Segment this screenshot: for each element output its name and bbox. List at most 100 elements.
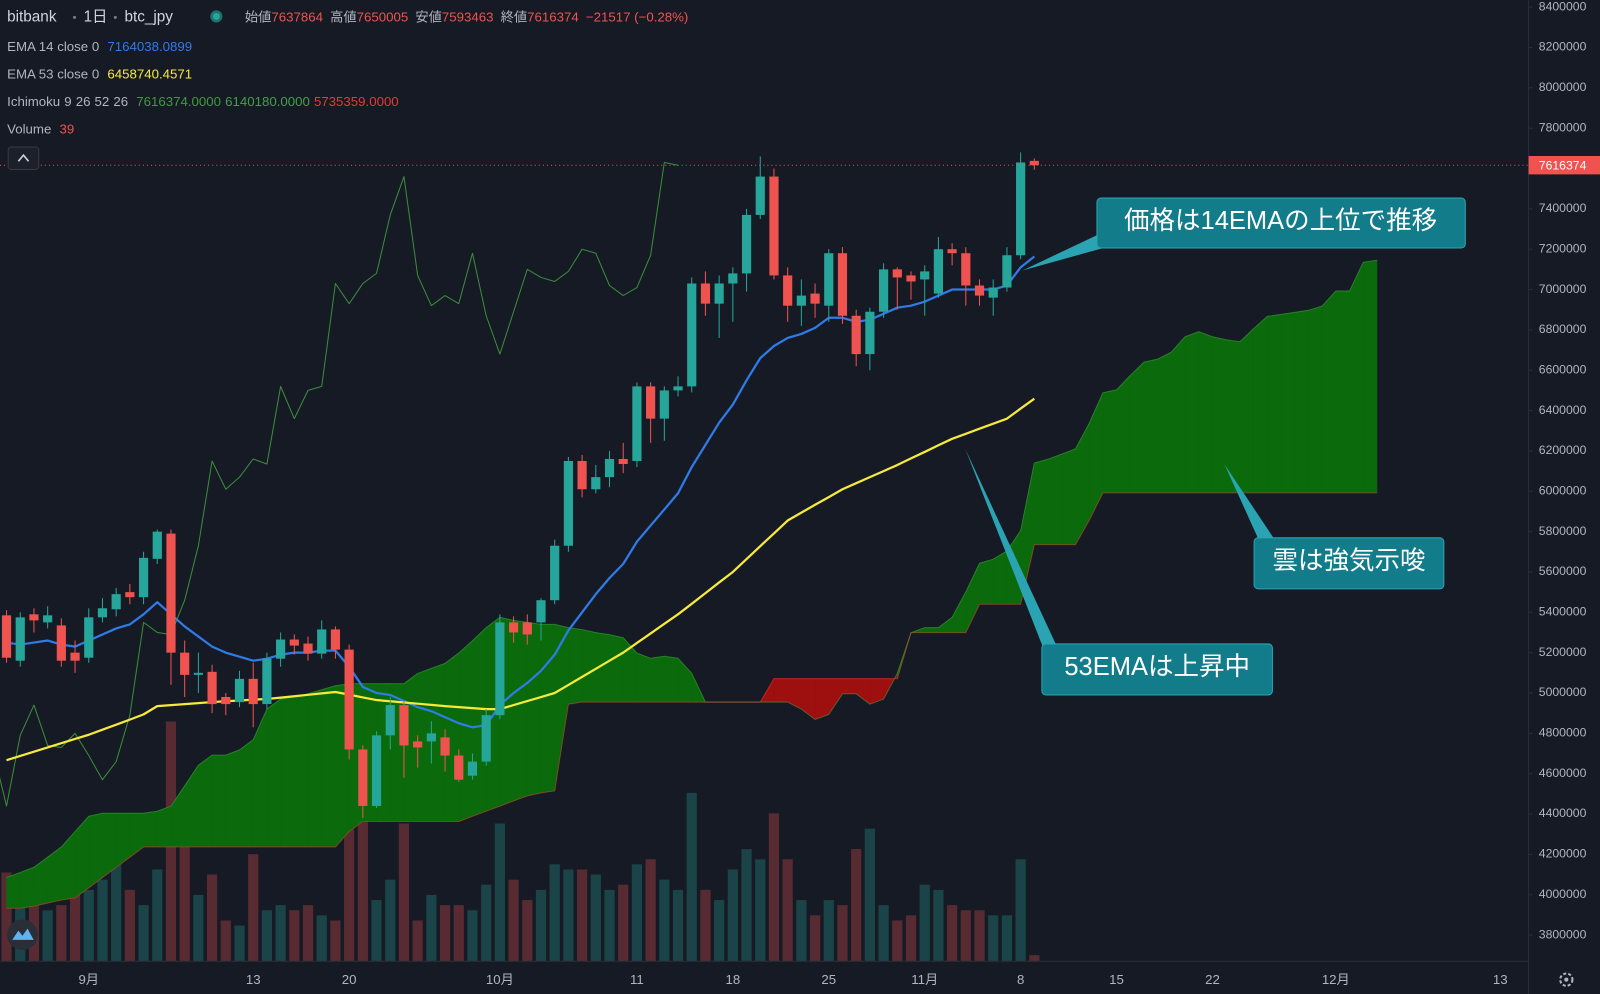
volume-bar <box>837 905 848 962</box>
ohlc-label: 終値 <box>501 9 528 24</box>
volume-bar <box>522 900 533 962</box>
volume-bar <box>604 889 615 962</box>
volume-bar <box>330 920 341 962</box>
candle-body <box>837 253 848 316</box>
volume-bar <box>56 905 67 962</box>
candle-body <box>97 608 108 618</box>
y-tick-label: 8200000 <box>1539 40 1587 54</box>
candle-body <box>193 672 203 675</box>
candle-body <box>947 249 957 254</box>
candle-body <box>29 614 39 621</box>
cloud-fill <box>581 629 597 703</box>
y-tick-label: 7800000 <box>1539 120 1587 134</box>
settings-button[interactable] <box>1559 972 1574 987</box>
interval: 1日 <box>84 8 108 25</box>
cloud-fill <box>1157 351 1172 494</box>
candle-body <box>317 629 327 654</box>
collapse-button[interactable] <box>7 146 40 170</box>
volume-bar <box>645 859 656 962</box>
cloud-fill <box>307 689 323 848</box>
candle-body <box>563 461 573 546</box>
cloud-fill <box>225 749 240 848</box>
volume-bar <box>15 874 26 962</box>
cloud-fill <box>1280 311 1296 494</box>
cloud-fill <box>198 754 213 848</box>
volume-pane <box>1 721 1040 962</box>
cloud-fill <box>1294 309 1309 494</box>
candle-body <box>879 269 889 312</box>
y-tick-label: 4400000 <box>1539 806 1587 820</box>
volume-bar <box>138 905 149 962</box>
candle-body <box>714 283 724 304</box>
candle-body <box>810 293 820 304</box>
button-frame[interactable] <box>7 146 40 170</box>
candle-body <box>152 531 162 559</box>
callout-box <box>1253 537 1445 590</box>
change-value: −21517 (−0.28%) <box>586 9 688 24</box>
candle-body <box>728 273 738 284</box>
candle-body <box>1002 255 1012 288</box>
gear-hub[interactable] <box>1564 977 1569 982</box>
volume-bar <box>768 813 780 962</box>
cloud-fill <box>1253 315 1268 494</box>
lagging-span <box>0 161 679 807</box>
x-tick-label: 22 <box>1205 972 1220 987</box>
volume-bar <box>344 721 355 962</box>
candle-body <box>111 594 121 610</box>
cloud-fill <box>458 640 473 822</box>
callout-pointer <box>965 449 1058 647</box>
volume-bar <box>960 910 971 962</box>
volume-bar <box>549 864 560 962</box>
candle-body <box>755 176 765 215</box>
x-tick-label: 15 <box>1109 972 1124 987</box>
legend-item: Volume 39 <box>7 121 74 136</box>
volume-bar <box>371 900 382 962</box>
candle-body <box>618 458 628 465</box>
volume-bar <box>741 849 752 962</box>
candle-body <box>604 458 615 478</box>
candle-body <box>262 658 272 705</box>
cloud-fill <box>568 627 583 705</box>
volume-bar <box>179 813 190 962</box>
candle-body <box>591 477 601 490</box>
logo-circle <box>7 919 38 951</box>
x-tick-label: 18 <box>725 972 740 987</box>
volume-bar <box>152 869 163 962</box>
candle-body <box>906 275 916 282</box>
gear-icon[interactable] <box>1559 972 1574 987</box>
cloud-fill <box>1198 331 1213 494</box>
y-tick-label: 4200000 <box>1539 847 1587 861</box>
volume-bar <box>111 859 122 962</box>
x-tick-label: 20 <box>342 972 357 987</box>
candle-body <box>166 533 176 653</box>
candle-body <box>43 615 53 623</box>
cloud-fill <box>513 620 528 802</box>
volume-bar <box>69 894 81 962</box>
candle-body <box>413 741 423 748</box>
separator <box>113 15 117 19</box>
candle-body <box>508 622 519 633</box>
cloud-fill <box>664 655 679 703</box>
volume-bar <box>727 869 738 962</box>
ohlc-value: 7616374 <box>527 9 579 24</box>
axes: 3800000 4000000 4200000 4400000 4600000 48000… <box>78 0 1600 987</box>
y-tick-label: 5000000 <box>1539 685 1587 699</box>
cloud-fill <box>88 812 103 889</box>
y-tick-label: 7200000 <box>1539 241 1587 255</box>
ohlc-header: 始値7637864 高値7650005 安値7593463 終値7616374 −215… <box>245 8 688 24</box>
legend-value: 5735359.0000 <box>314 94 399 109</box>
ohlc-value: 7650005 <box>357 9 409 24</box>
candle-body <box>344 649 354 750</box>
x-tick-label: 11 <box>630 972 644 987</box>
candle-body <box>125 592 135 598</box>
cloud-fill <box>1184 331 1200 494</box>
x-tick-label: 11月 <box>911 972 938 987</box>
volume-bar <box>988 915 999 962</box>
volume-bar <box>234 925 245 962</box>
candle-body <box>248 678 258 705</box>
chevron-icon[interactable] <box>17 153 30 162</box>
candle-body <box>536 600 546 623</box>
candle-body <box>358 749 368 806</box>
candle-body <box>1016 162 1026 256</box>
volume-bar <box>1015 859 1026 962</box>
